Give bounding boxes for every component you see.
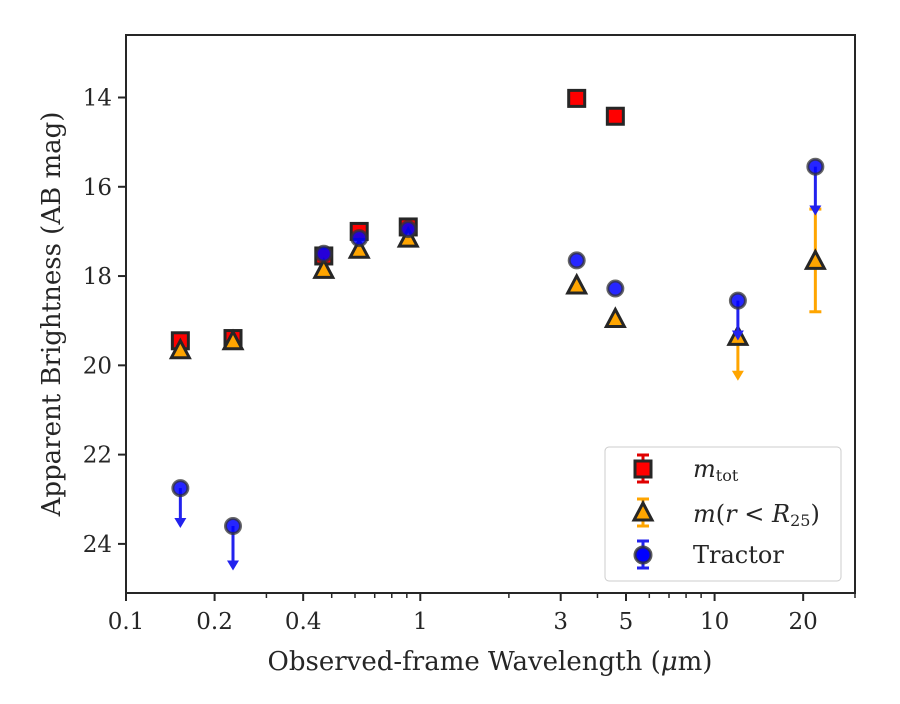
x-tick-label: 0.2 <box>196 609 233 635</box>
tractor-upper-limit-arrowhead <box>809 205 822 216</box>
x-tick-label: 5 <box>619 609 634 635</box>
tractor-point <box>728 291 747 310</box>
legend: mtot m(r < R25) Tractor <box>604 446 842 582</box>
x-axis-label: Observed-frame Wavelength (μm) <box>268 647 713 677</box>
tractor-upper-limit-arrowhead <box>174 518 187 529</box>
y-tick-label: 16 <box>83 175 112 201</box>
m-r25-point <box>347 237 371 259</box>
tractor-point <box>399 220 418 239</box>
tractor-point <box>171 479 190 498</box>
m-r25-point <box>803 248 827 270</box>
y-tick-label: 14 <box>83 85 112 111</box>
x-axis: 0.1 0.2 0.4 1 3 5 10 20 <box>108 593 856 635</box>
y-axis-label: Apparent Brightness (AB mag) <box>37 112 67 518</box>
m-r25-point <box>603 306 627 328</box>
m-r25-upper-limit-arrowhead <box>731 370 744 381</box>
m-tot-point <box>605 106 625 126</box>
y-tick-label: 24 <box>83 532 112 558</box>
x-tick-label: 0.4 <box>285 609 322 635</box>
y-axis: 14 16 18 20 22 24 <box>83 85 126 558</box>
legend-entry-m-tot: mtot <box>633 453 739 485</box>
m-tot-point <box>567 88 587 108</box>
y-tick-label: 22 <box>83 443 112 469</box>
tractor-point <box>224 517 243 536</box>
legend-m-tot-label: mtot <box>693 455 739 485</box>
tractor-upper-limit-arrowhead <box>227 560 240 571</box>
legend-entry-tractor: Tractor <box>633 539 784 570</box>
y-tick-label: 18 <box>83 264 112 290</box>
tractor-point <box>350 229 369 248</box>
tractor-point <box>806 157 825 176</box>
x-tick-label: 20 <box>789 609 818 635</box>
legend-m-r25-label: m(r < R25) <box>693 500 820 530</box>
x-tick-label: 0.1 <box>108 609 145 635</box>
tractor-point <box>567 251 586 270</box>
x-tick-label: 10 <box>700 609 729 635</box>
legend-tractor-label: Tractor <box>693 541 784 569</box>
legend-frame <box>604 446 842 582</box>
legend-m-r25-marker <box>631 499 655 522</box>
legend-entry-m-r25: m(r < R25) <box>631 497 820 530</box>
tractor-point <box>606 279 625 298</box>
legend-m-tot-marker <box>633 459 653 479</box>
m-r25-point <box>168 337 192 360</box>
legend-tractor-marker <box>633 545 653 565</box>
m-r25-point <box>221 328 245 351</box>
tractor-point <box>314 244 333 263</box>
x-tick-label: 3 <box>553 609 568 635</box>
y-tick-label: 20 <box>83 353 112 379</box>
tractor-upper-limit-arrowhead <box>731 330 744 341</box>
plot-frame <box>125 34 856 594</box>
x-tick-label: 1 <box>413 609 428 635</box>
chart-marks <box>168 88 827 571</box>
m-r25-point <box>565 272 589 295</box>
m-r25-point <box>312 257 336 279</box>
